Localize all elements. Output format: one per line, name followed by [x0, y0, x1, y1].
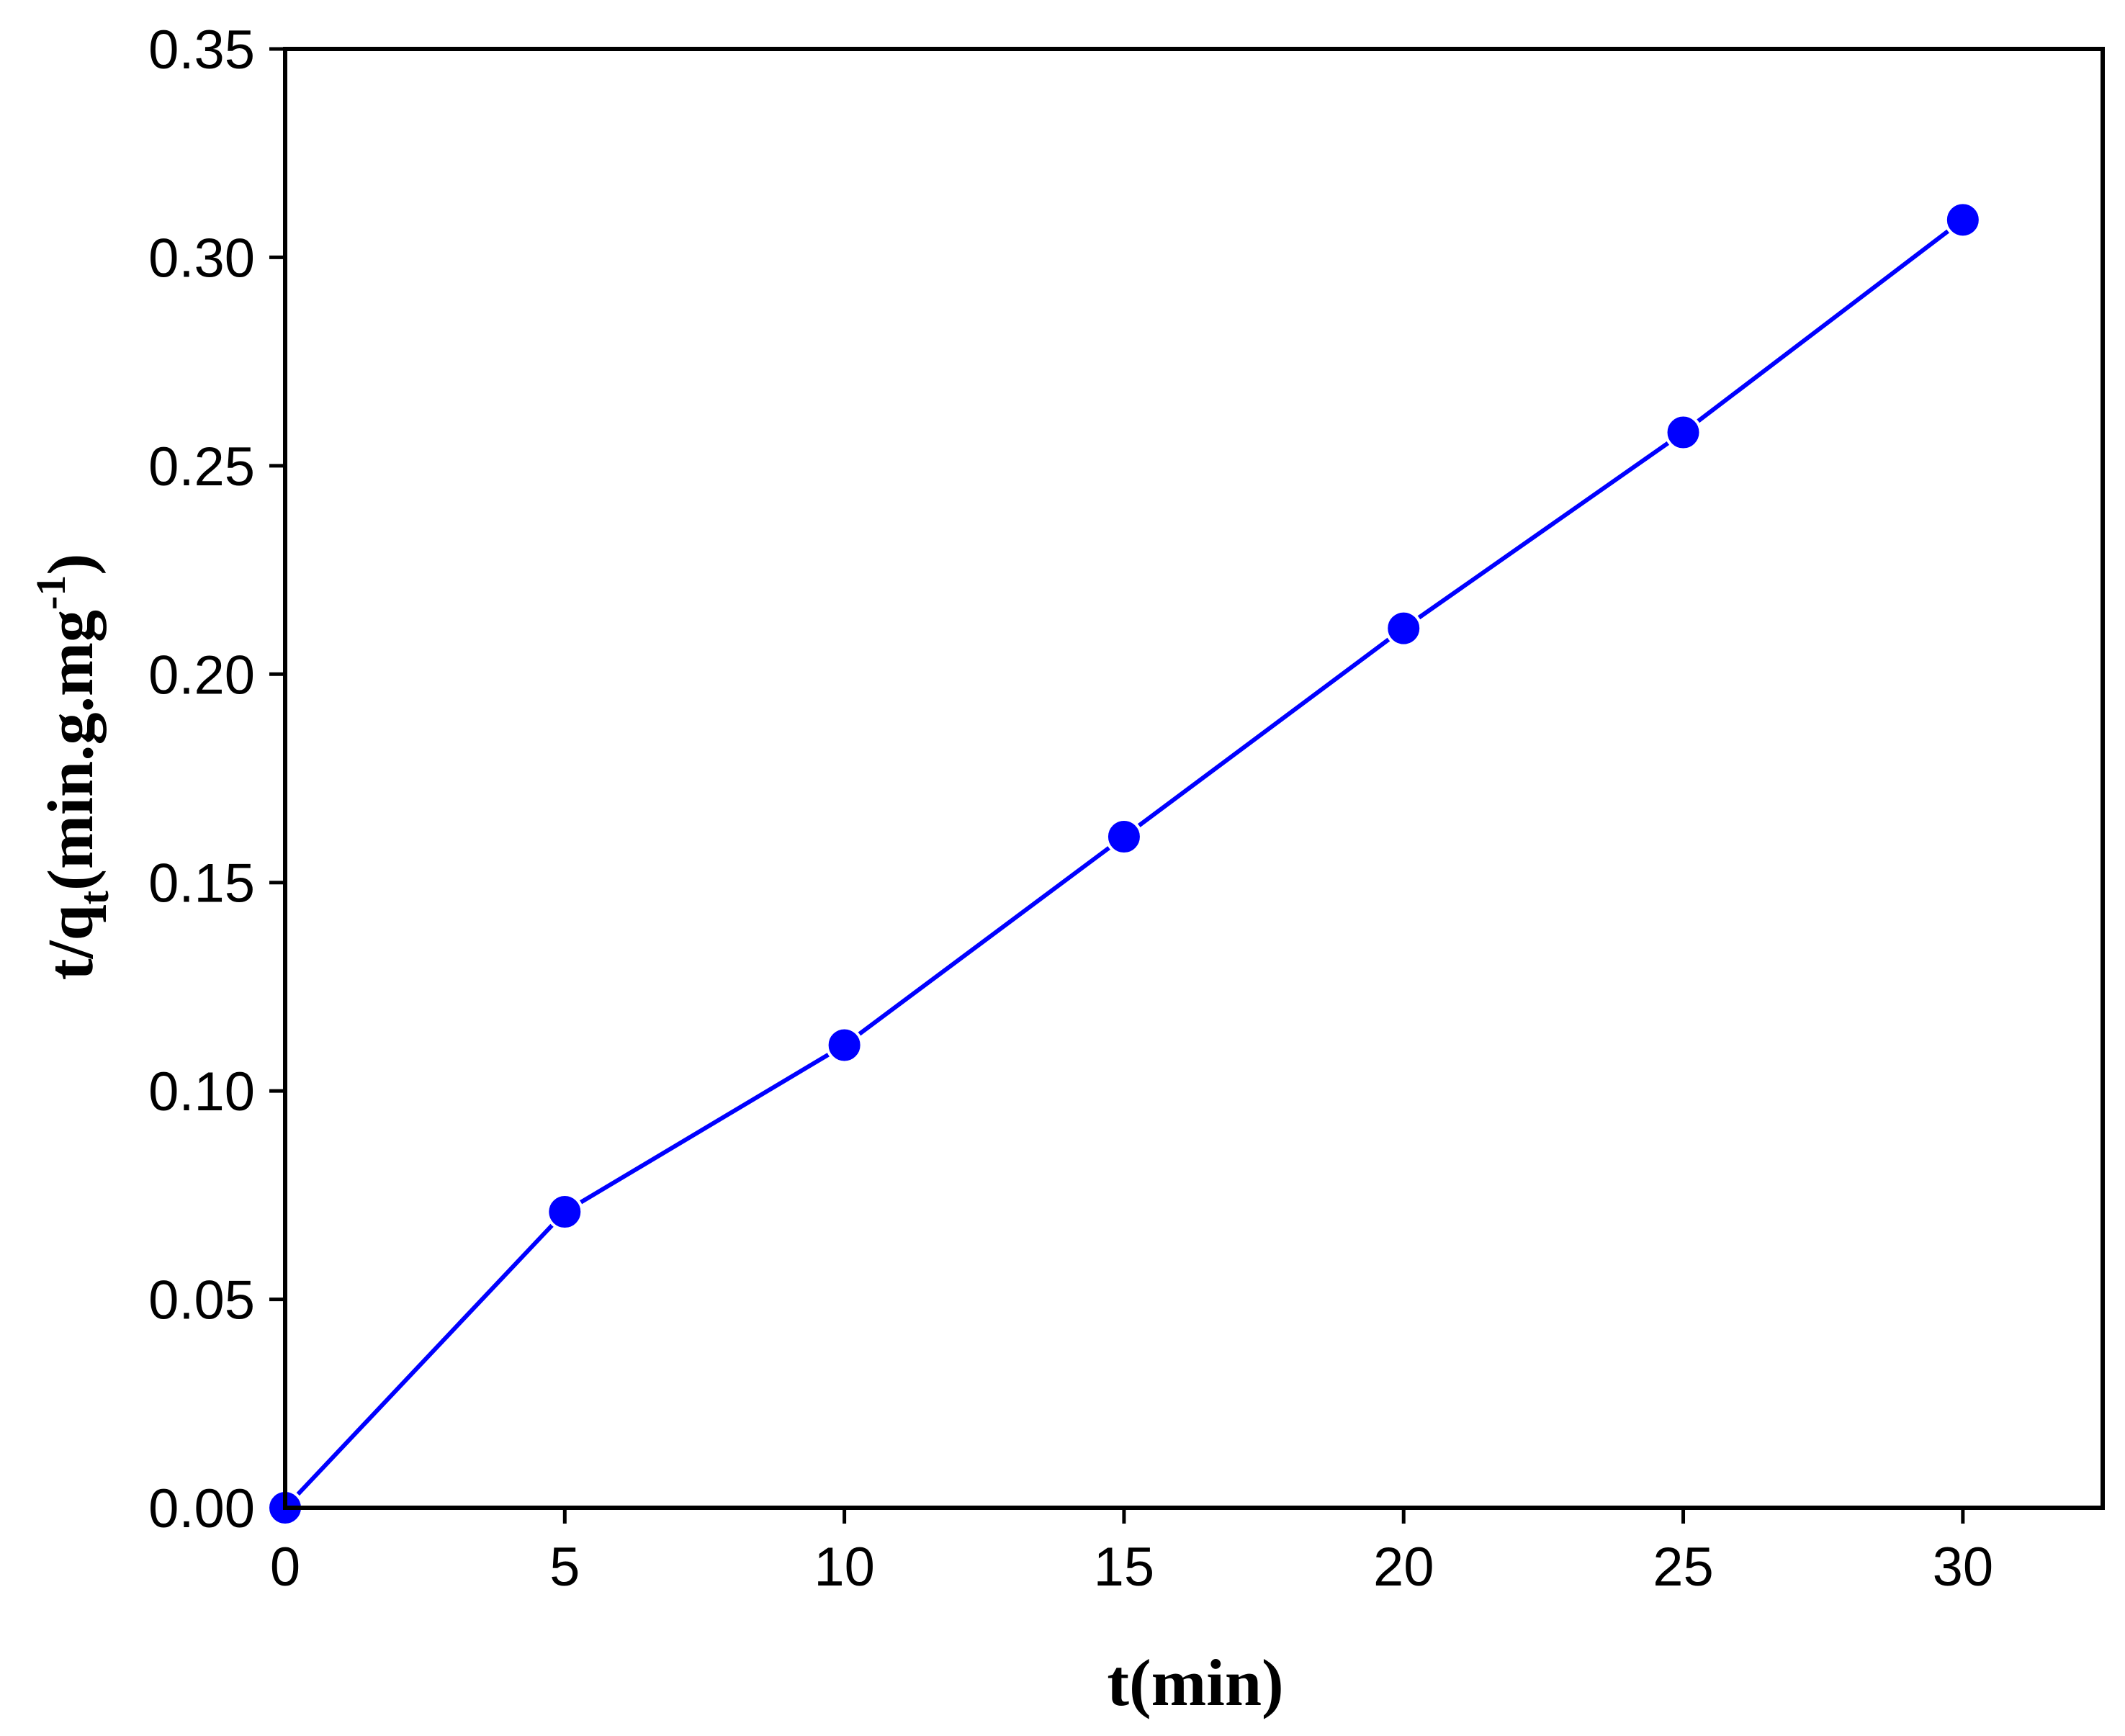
y-axis-title-superscript: -1 — [27, 575, 74, 610]
y-tick-label: 0.10 — [148, 1061, 255, 1123]
data-point — [1105, 818, 1143, 856]
x-tick-label: 15 — [1094, 1537, 1155, 1598]
data-point — [1664, 413, 1702, 451]
ticks — [269, 47, 1965, 1524]
y-axis-title-subscript: t — [71, 890, 117, 904]
tick-labels: 0 5 10 15 20 25 30 0.00 0.05 0.10 0.15 0.20 0.25 0.30… — [148, 19, 1993, 1598]
y-axis-title-close: ) — [35, 554, 107, 575]
x-tick-label: 20 — [1373, 1537, 1434, 1598]
y-tick-label: 0.00 — [148, 1478, 255, 1539]
data-point — [1385, 609, 1423, 647]
data-point — [825, 1026, 863, 1064]
y-axis-title: t/qt(min.g.mg-1) — [27, 554, 117, 981]
y-tick-label: 0.30 — [148, 228, 255, 289]
x-tick-label: 10 — [814, 1537, 875, 1598]
y-tick-label: 0.35 — [148, 19, 255, 81]
x-tick-label: 5 — [549, 1537, 580, 1598]
y-tick-label: 0.15 — [148, 853, 255, 914]
plot-frame — [283, 47, 2105, 1510]
y-axis-title-units: (min.g.mg — [35, 610, 107, 891]
data-point — [1944, 201, 1982, 239]
y-tick-label: 0.20 — [148, 644, 255, 706]
x-axis-title: t(min) — [1107, 1646, 1283, 1719]
y-axis-title-main: t/q — [35, 904, 107, 980]
y-tick-label: 0.05 — [148, 1270, 255, 1331]
x-tick-label: 25 — [1653, 1537, 1714, 1598]
data-point — [546, 1193, 584, 1231]
y-tick-label: 0.25 — [148, 436, 255, 498]
x-tick-label: 30 — [1933, 1537, 1994, 1598]
x-tick-label: 0 — [270, 1537, 300, 1598]
